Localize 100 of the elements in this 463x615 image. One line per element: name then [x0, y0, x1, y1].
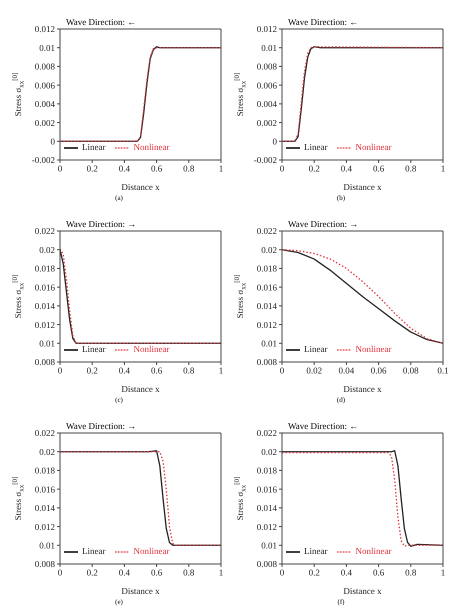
y-tick-label: 0.014 — [256, 301, 278, 312]
legend-label: Nonlinear — [133, 142, 170, 152]
y-tick-label: 0.018 — [34, 466, 56, 476]
y-tick-label: 0.01 — [261, 540, 277, 550]
x-tick-label: 0.6 — [150, 365, 163, 376]
y-tick-label: 0.008 — [34, 62, 56, 72]
x-tick-label: 0.8 — [183, 365, 195, 376]
x-tick-label: 0.4 — [340, 163, 353, 174]
y-tick-label: 0.008 — [256, 559, 278, 570]
x-tick-label: 0.4 — [118, 365, 131, 376]
x-tick-label: 0.4 — [340, 567, 353, 578]
y-tick-label: 0.006 — [34, 80, 56, 90]
x-tick-label: 0.06 — [370, 365, 387, 376]
x-tick-label: 0.4 — [118, 163, 131, 174]
y-tick-label: 0.002 — [256, 118, 277, 128]
x-axis-title: Distance x — [343, 586, 382, 596]
x-tick-label: 0.6 — [372, 163, 385, 174]
x-tick-label: 0.2 — [86, 163, 98, 174]
y-tick-label: 0.004 — [256, 99, 278, 110]
text: Wave Direction: ← — [288, 17, 358, 27]
x-tick-label: 0 — [58, 365, 63, 376]
y-tick-label: 0.018 — [256, 466, 278, 476]
y-tick-label: 0.008 — [34, 559, 56, 570]
legend-label: Linear — [304, 142, 328, 152]
x-axis-title: Distance x — [121, 586, 160, 596]
y-tick-label: 0.012 — [256, 24, 277, 34]
y-tick-label: 0.018 — [34, 264, 56, 274]
text: Wave Direction: → — [66, 421, 136, 431]
y-tick-label: 0.014 — [34, 301, 56, 312]
y-tick-label: -0.002 — [254, 155, 277, 166]
x-tick-label: 0.8 — [405, 567, 417, 578]
x-tick-label: 0 — [58, 163, 63, 174]
x-tick-label: 0.6 — [372, 567, 385, 578]
x-tick-label: 0.2 — [308, 163, 320, 174]
legend-label: Linear — [82, 546, 106, 556]
y-tick-label: 0.012 — [256, 320, 277, 330]
line-series — [282, 46, 443, 142]
x-axis-title: Distance x — [121, 384, 160, 394]
y-tick-label: 0.01 — [261, 42, 277, 53]
y-tick-label: 0.02 — [39, 244, 55, 255]
legend-label: Linear — [82, 142, 106, 152]
x-tick-label: 0.6 — [150, 163, 163, 174]
x-tick-label: 0.8 — [183, 567, 195, 578]
legend-label: Nonlinear — [355, 344, 392, 354]
legend-label: Linear — [304, 546, 328, 556]
x-tick-label: 0 — [58, 567, 63, 578]
y-tick-label: 0.008 — [256, 62, 278, 72]
x-tick-label: 0.6 — [150, 567, 163, 578]
line-series — [282, 249, 443, 344]
x-tick-label: 0 — [280, 567, 285, 578]
y-tick-label: 0.008 — [256, 357, 278, 368]
y-tick-label: 0.008 — [34, 357, 56, 368]
legend-label: Nonlinear — [355, 546, 392, 556]
x-tick-label: 0.2 — [86, 365, 98, 376]
y-tick-label: 0.012 — [256, 522, 277, 532]
text: Wave Direction: → — [66, 219, 136, 229]
x-tick-label: 1 — [218, 163, 224, 174]
x-tick-label: 1 — [440, 567, 446, 578]
x-tick-label: 0.02 — [306, 365, 322, 376]
y-tick-label: 0.01 — [39, 540, 55, 550]
y-tick-label: 0 — [272, 136, 278, 146]
text: Wave Direction: ← — [66, 17, 136, 27]
y-tick-label: 0.022 — [34, 226, 55, 236]
y-tick-label: 0.018 — [256, 264, 278, 274]
x-tick-label: 0.08 — [402, 365, 420, 376]
legend-label: Linear — [304, 344, 328, 354]
y-tick-label: 0.022 — [256, 428, 277, 438]
y-tick-label: 0.02 — [261, 244, 277, 255]
x-axis-title: Distance x — [121, 182, 160, 192]
legend-label: Linear — [82, 344, 106, 354]
y-tick-label: 0.014 — [256, 503, 278, 514]
y-tick-label: 0.01 — [39, 338, 55, 348]
legend-label: Nonlinear — [133, 344, 170, 354]
y-tick-label: 0.016 — [34, 282, 56, 292]
y-tick-label: 0.022 — [256, 226, 277, 236]
x-tick-label: 0.1 — [437, 365, 449, 376]
x-tick-label: 0 — [280, 163, 285, 174]
y-tick-label: 0.022 — [34, 428, 55, 438]
y-tick-label: 0.014 — [34, 503, 56, 514]
y-tick-label: 0.01 — [261, 338, 277, 348]
y-tick-label: 0.006 — [256, 80, 278, 90]
legend-label: Nonlinear — [355, 142, 392, 152]
x-tick-label: 1 — [440, 163, 446, 174]
x-tick-label: 0.04 — [338, 365, 355, 376]
x-tick-label: 1 — [218, 365, 224, 376]
x-tick-label: 0.4 — [118, 567, 131, 578]
y-tick-label: 0.012 — [34, 320, 55, 330]
text: Wave Direction: → — [288, 219, 358, 229]
y-tick-label: -0.002 — [32, 155, 55, 166]
y-tick-label: 0.02 — [39, 446, 55, 457]
y-tick-label: 0.012 — [34, 522, 55, 532]
x-tick-label: 1 — [218, 567, 224, 578]
text: Wave Direction: ← — [288, 421, 358, 431]
y-tick-label: 0.016 — [34, 484, 56, 494]
x-tick-label: 0.8 — [405, 163, 417, 174]
y-tick-label: 0.01 — [39, 42, 55, 53]
x-axis-title: Distance x — [343, 384, 382, 394]
y-tick-label: 0.004 — [34, 99, 56, 110]
y-tick-label: 0 — [50, 136, 56, 146]
x-tick-label: 0.2 — [86, 567, 98, 578]
